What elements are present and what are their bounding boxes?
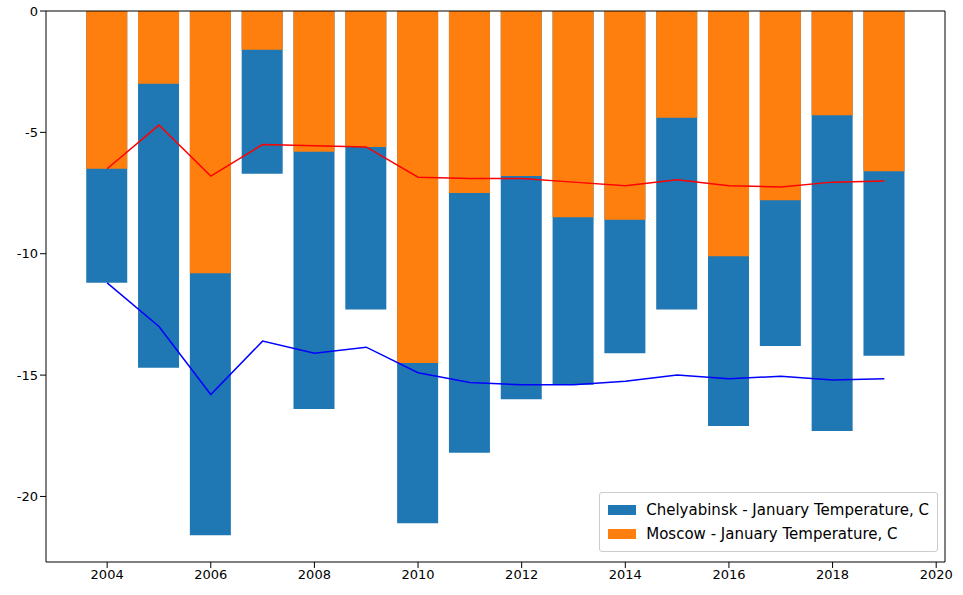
svg-text:2018: 2018	[816, 567, 849, 582]
svg-text:-5: -5	[25, 125, 38, 140]
html-text:Chelyabinsk - January Temperat: Chelyabinsk - January Temperature, C	[646, 501, 929, 519]
svg-text:-15: -15	[17, 368, 38, 383]
svg-text:2012: 2012	[505, 567, 538, 582]
svg-text:2008: 2008	[298, 567, 331, 582]
svg-text:2004: 2004	[91, 567, 124, 582]
svg-text:0: 0	[30, 4, 38, 19]
svg-text:-10: -10	[17, 246, 38, 261]
svg-text:2016: 2016	[712, 567, 745, 582]
svg-text:2014: 2014	[609, 567, 642, 582]
svg-text:2006: 2006	[194, 567, 227, 582]
svg-text:2020: 2020	[920, 567, 953, 582]
svg-text:-20: -20	[17, 489, 38, 504]
svg-text:2010: 2010	[401, 567, 434, 582]
html-text:Moscow - January Temperature,: Moscow - January Temperature, C	[646, 525, 898, 543]
